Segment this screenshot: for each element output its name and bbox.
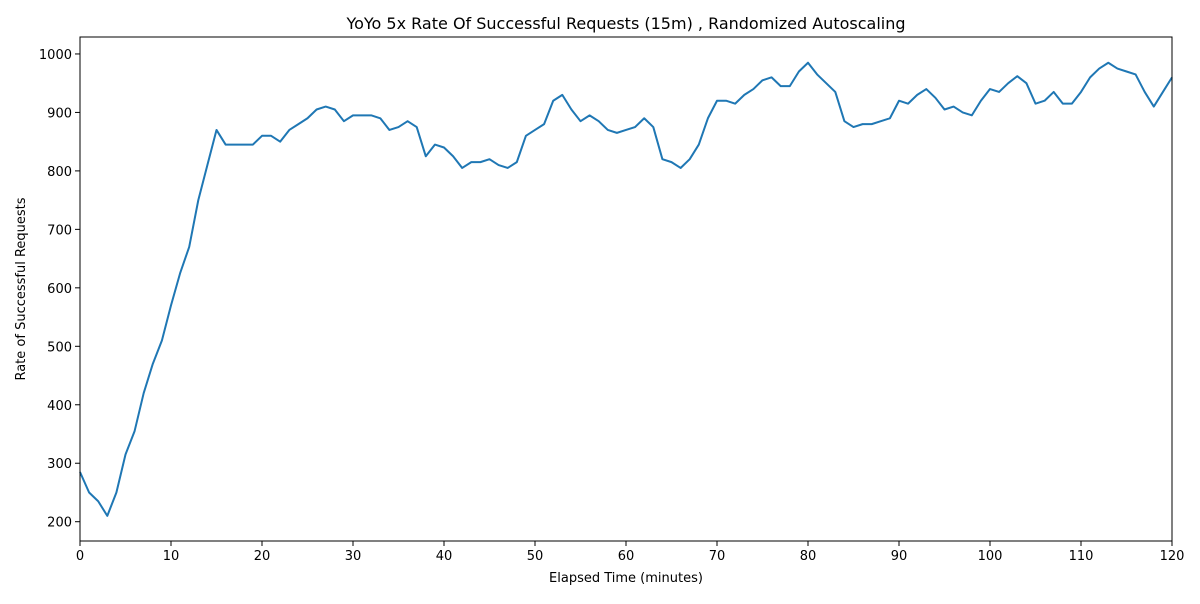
x-tick-label: 110 xyxy=(1069,549,1094,564)
x-tick-label: 40 xyxy=(436,549,453,564)
x-tick-label: 10 xyxy=(163,549,180,564)
y-tick-label: 300 xyxy=(47,457,72,472)
x-tick-label: 120 xyxy=(1160,549,1185,564)
x-tick-label: 100 xyxy=(978,549,1003,564)
x-tick-label: 70 xyxy=(709,549,726,564)
x-tick-label: 90 xyxy=(891,549,908,564)
x-tick-label: 20 xyxy=(254,549,271,564)
plot-frame xyxy=(79,36,1173,542)
y-tick-label: 400 xyxy=(47,399,72,414)
y-tick-label: 500 xyxy=(47,340,72,355)
x-tick-label: 80 xyxy=(800,549,817,564)
y-tick-label: 600 xyxy=(47,282,72,297)
x-tick-label: 30 xyxy=(345,549,362,564)
x-tick-label: 60 xyxy=(618,549,635,564)
chart-title: YoYo 5x Rate Of Successful Requests (15m… xyxy=(345,14,905,33)
y-tick-label: 800 xyxy=(47,165,72,180)
y-axis-label: Rate of Successful Requests xyxy=(14,197,29,380)
y-tick-label: 1000 xyxy=(39,48,72,63)
x-tick-label: 0 xyxy=(76,549,84,564)
y-tick-label: 900 xyxy=(47,106,72,121)
x-axis-label: Elapsed Time (minutes) xyxy=(549,571,703,586)
line-series xyxy=(79,61,1173,517)
y-tick-label: 700 xyxy=(47,223,72,238)
y-tick-label: 200 xyxy=(47,516,72,531)
x-tick-label: 50 xyxy=(527,549,544,564)
